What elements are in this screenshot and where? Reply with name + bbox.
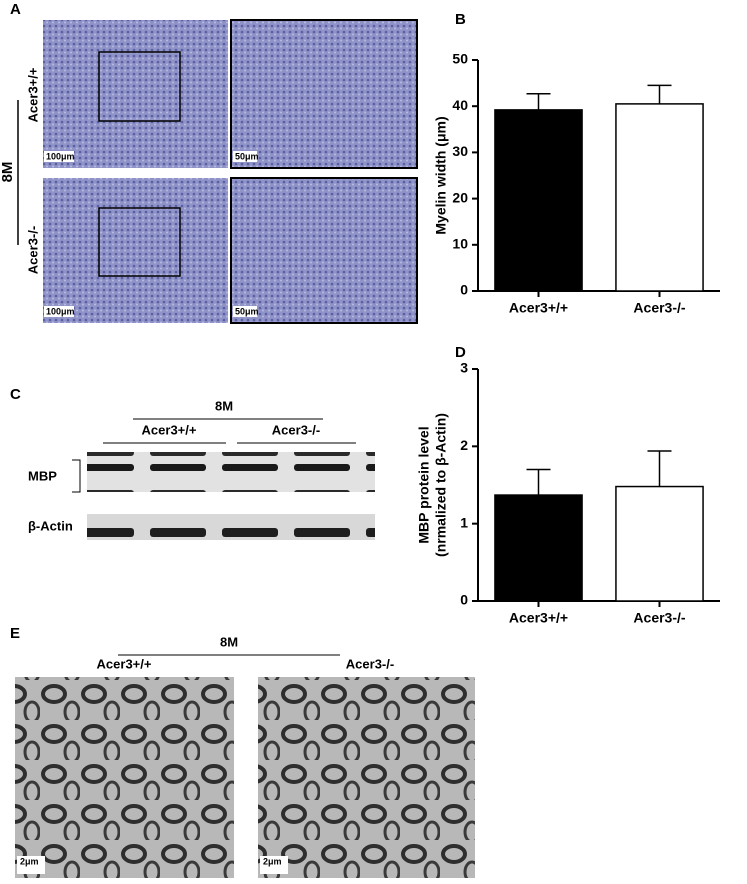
row-label: Acer3-/-: [25, 226, 40, 274]
group-label: 8M: [215, 398, 233, 413]
histology-zoom: [230, 19, 418, 169]
row-label: Acer3+/+: [25, 67, 40, 122]
panel-label: C: [10, 386, 21, 403]
x-tick-label: Acer3+/+: [509, 610, 568, 626]
panel-label: D: [455, 344, 466, 361]
band-bracket: [72, 459, 81, 493]
histology-zoom: [230, 177, 418, 324]
y-axis-label: Myelin width (μm): [433, 116, 449, 234]
group-label: 8M: [220, 634, 238, 649]
y-tick-label: 3: [460, 360, 468, 376]
scale-bar-label: 50μm: [235, 306, 259, 316]
scale-bg: [233, 306, 257, 317]
x-tick-label: Acer3+/+: [509, 300, 568, 316]
lane-group-label: Acer3+/+: [142, 422, 197, 437]
scale-bar-label: 100μm: [46, 151, 75, 161]
y-tick-label: 0: [460, 282, 468, 298]
panel-label: B: [455, 11, 466, 28]
image-label: Acer3-/-: [346, 656, 394, 671]
em-image: [15, 677, 234, 878]
band-label: MBP: [28, 468, 57, 483]
image-label: Acer3+/+: [97, 656, 152, 671]
panel-label: A: [10, 1, 21, 18]
scale-bar-label: 100μm: [46, 306, 75, 316]
band-label: β-Actin: [28, 518, 73, 533]
y-tick-label: 40: [452, 97, 468, 113]
scale-bg: [260, 856, 288, 874]
em-image: [258, 677, 475, 878]
y-axis-label: MBP protein level: [416, 426, 432, 543]
scale-bar-label: 2μm: [20, 856, 39, 866]
y-tick-label: 2: [460, 437, 468, 453]
x-tick-label: Acer3-/-: [633, 300, 685, 316]
histology-image: [43, 20, 228, 168]
scale-bg: [17, 856, 45, 874]
lane-group-label: Acer3-/-: [272, 422, 320, 437]
y-tick-label: 0: [460, 592, 468, 608]
y-tick-label: 10: [452, 236, 468, 252]
y-tick-label: 1: [460, 514, 468, 530]
panel-label: E: [10, 625, 20, 642]
y-tick-label: 50: [452, 51, 468, 67]
y-axis-label: (nrmalized to β-Actin): [433, 413, 449, 557]
histology-image: [43, 178, 228, 323]
blot-image: [87, 514, 375, 540]
inset-box: [98, 51, 181, 122]
scale-bg: [44, 151, 74, 162]
bar: [615, 485, 704, 602]
scale-bg: [233, 151, 257, 162]
bar: [494, 109, 583, 292]
inset-box: [98, 207, 181, 277]
bar: [494, 494, 583, 602]
x-tick-label: Acer3-/-: [633, 610, 685, 626]
scale-bar-label: 50μm: [235, 151, 259, 161]
bar: [615, 103, 704, 292]
y-tick-label: 20: [452, 189, 468, 205]
group-label: 8M: [0, 162, 16, 183]
scale-bar-label: 2μm: [263, 856, 282, 866]
y-tick-label: 30: [452, 143, 468, 159]
blot-image: [87, 452, 375, 492]
scale-bg: [44, 306, 74, 317]
